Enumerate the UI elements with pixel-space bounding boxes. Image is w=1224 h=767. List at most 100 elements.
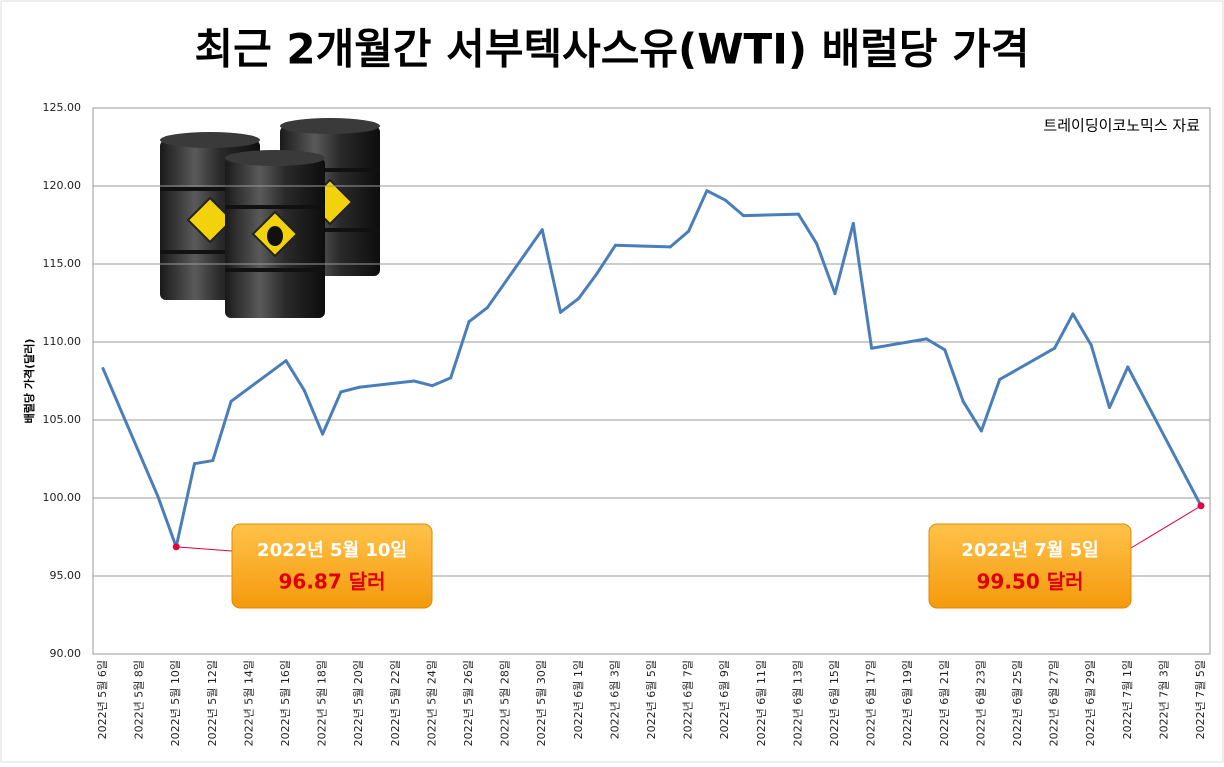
line-segment	[705, 189, 727, 202]
y-tick-label: 110.00	[43, 335, 82, 348]
x-tick-label: 2022년 7월 3일	[1156, 660, 1170, 739]
line-segment	[229, 359, 288, 403]
x-tick-label: 2022년 5월 14일	[241, 660, 255, 746]
line-segment	[595, 243, 617, 275]
x-tick-label: 2022년 6월 25일	[1010, 660, 1024, 746]
line-segment	[467, 306, 489, 324]
x-tick-label: 2022년 5월 18일	[315, 660, 329, 746]
y-tick-label: 120.00	[43, 179, 82, 192]
line-segment	[998, 346, 1057, 381]
x-tick-label: 2022년 6월 5일	[644, 660, 658, 739]
x-tick-label: 2022년 5월 6일	[95, 660, 109, 739]
line-segment	[193, 459, 215, 466]
line-segment	[412, 379, 434, 388]
line-segment	[284, 359, 306, 392]
line-segment	[430, 376, 453, 388]
callout-box	[231, 523, 433, 609]
line-segment	[961, 399, 983, 433]
x-tick-label: 2022년 6월 27일	[1047, 660, 1061, 746]
x-tick-label: 2022년 6월 15일	[827, 660, 841, 746]
line-segment	[851, 221, 874, 350]
line-segment	[796, 212, 819, 246]
line-segment	[1089, 343, 1111, 410]
x-tick-label: 2022년 6월 7일	[681, 660, 695, 739]
callout-date: 2022년 5월 10일	[257, 540, 407, 561]
y-axis-label: 배럴당 가격(달러)	[22, 339, 36, 424]
x-tick-label: 2022년 5월 12일	[205, 660, 219, 746]
x-tick-label: 2022년 6월 3일	[607, 660, 621, 739]
x-tick-label: 2022년 5월 26일	[461, 660, 475, 746]
x-tick-label: 2022년 6월 9일	[717, 660, 731, 739]
callout-box	[928, 523, 1132, 609]
x-tick-label: 2022년 6월 13일	[790, 660, 804, 746]
line-segment	[1071, 312, 1093, 347]
callout-connector	[176, 546, 233, 552]
x-tick-label: 2022년 6월 11일	[754, 660, 768, 746]
x-tick-label: 2022년 5월 16일	[278, 660, 292, 746]
line-segment	[613, 243, 672, 249]
x-tick-label: 2022년 5월 22일	[388, 660, 402, 746]
line-segment	[540, 228, 562, 314]
callout: 2022년 5월 10일 96.87 달러	[231, 523, 433, 609]
line-segment	[449, 320, 471, 380]
x-tick-label: 2022년 5월 28일	[498, 660, 512, 746]
line-segment	[101, 367, 160, 498]
chart-title: 최근 2개월간 서부텍사스유(WTI) 배럴당 가격	[195, 25, 1030, 74]
line-segment	[979, 377, 1002, 433]
x-tick-label: 2022년 5월 30일	[534, 660, 548, 746]
line-segment	[925, 337, 947, 352]
x-tick-label: 2022년 5월 20일	[351, 660, 365, 746]
x-tick-label: 2022년 6월 21일	[937, 660, 951, 746]
line-segment	[870, 337, 928, 350]
callout-value: 99.50 달러	[976, 570, 1083, 594]
source: 트레이딩이코노믹스 자료	[1043, 117, 1200, 135]
y-tick-label: 115.00	[43, 257, 82, 270]
line-segment	[174, 462, 196, 549]
line-segment	[1108, 365, 1130, 410]
x-tick-label: 2022년 6월 17일	[864, 660, 878, 746]
line-segment	[302, 388, 325, 436]
line-segment	[943, 348, 965, 403]
line-segment	[485, 228, 544, 310]
x-tick-label: 2022년 5월 8일	[132, 660, 146, 739]
line-segment	[357, 379, 416, 389]
x-tick-label: 2022년 7월 1일	[1120, 660, 1134, 739]
x-tick-label: 2022년 5월 10일	[168, 660, 182, 746]
line-segment	[668, 229, 691, 249]
callout-connector	[1130, 505, 1202, 549]
x-tick-label: 2022년 6월 23일	[973, 660, 987, 746]
line-segment	[1053, 312, 1075, 350]
line-segment	[577, 271, 599, 300]
line-segment	[687, 189, 709, 233]
y-tick-label: 90.00	[50, 647, 82, 660]
line-segment	[723, 198, 745, 218]
x-tick-label: 2022년 5월 24일	[424, 660, 438, 746]
y-tick-label: 125.00	[43, 101, 82, 114]
x-tick-label: 2022년 6월 1일	[571, 660, 585, 739]
callout: 2022년 7월 5일 99.50 달러	[928, 523, 1132, 609]
line-segment	[742, 212, 800, 218]
line-segment	[833, 221, 855, 296]
callout-value: 96.87 달러	[278, 570, 385, 594]
line-segment	[559, 296, 581, 314]
plot-area: 90.00 95.00 100.00 105.00 110.00 115.00 120.00…	[43, 101, 1211, 746]
line-segment	[1126, 365, 1203, 508]
x-tick-label: 2022년 7월 5일	[1193, 660, 1207, 739]
y-tick-label: 105.00	[43, 413, 82, 426]
line-segment	[321, 390, 343, 436]
highlight-point	[172, 543, 180, 551]
x-tick-label: 2022년 6월 29일	[1083, 660, 1097, 746]
barrel-illustration	[160, 118, 380, 318]
y-tick-label: 95.00	[50, 569, 82, 582]
line-segment	[815, 242, 837, 296]
callout-date: 2022년 7월 5일	[961, 540, 1098, 561]
line-segment	[211, 399, 233, 463]
x-tick-label: 2022년 6월 19일	[900, 660, 914, 746]
line-segment	[156, 494, 178, 549]
y-tick-label: 100.00	[43, 491, 82, 504]
highlight-point	[1197, 502, 1205, 510]
line-segment	[339, 385, 361, 394]
